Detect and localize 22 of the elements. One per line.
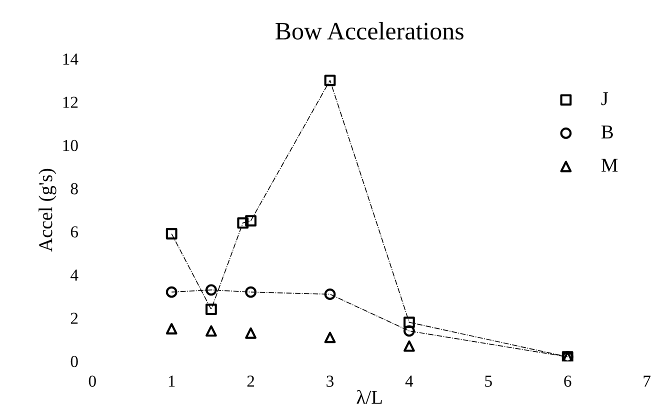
y-tick-label: 2 <box>70 312 78 324</box>
x-tick-label: 3 <box>326 376 334 387</box>
legend-label: J <box>601 92 608 106</box>
y-axis-title: Accel (g's) <box>38 168 56 252</box>
y-tick-label: 14 <box>63 54 78 65</box>
x-tick-label: 4 <box>405 376 414 387</box>
x-axis-title: λ/L <box>356 390 382 404</box>
y-tick-label: 12 <box>63 96 78 108</box>
x-tick-label: 7 <box>644 376 650 387</box>
x-tick-label: 5 <box>485 376 492 387</box>
x-tick-label: 0 <box>88 376 96 387</box>
x-tick-label: 6 <box>564 376 572 387</box>
legend-label: M <box>601 158 618 172</box>
x-tick-label: 2 <box>247 376 254 387</box>
chart-title: Bow Accelerations <box>276 22 464 40</box>
y-tick-label: 8 <box>70 183 78 194</box>
x-tick-label: 1 <box>168 376 175 387</box>
y-tick-label: 0 <box>70 356 78 368</box>
legend-label: B <box>601 126 613 138</box>
y-tick-label: 10 <box>63 140 78 152</box>
y-tick-label: 4 <box>70 270 78 281</box>
y-tick-label: 6 <box>70 226 78 238</box>
